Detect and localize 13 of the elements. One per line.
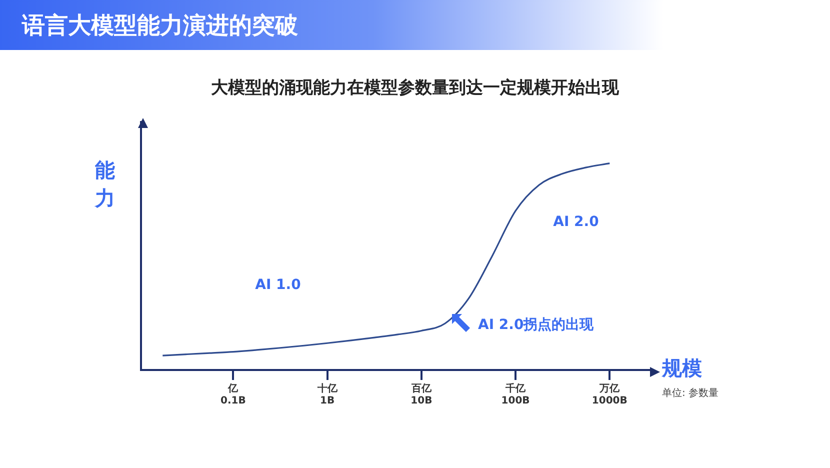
x-tick-label: 万亿 1000B — [592, 382, 628, 407]
x-tick-label: 亿 0.1B — [220, 382, 246, 407]
x-axis-title: 规模 — [662, 355, 702, 382]
chart-title: 语言大模型能力演进的突破 — [22, 12, 298, 41]
annotation: AI 2.0拐点的出现 — [478, 316, 594, 334]
text: 单位: 参数量 — [662, 386, 719, 400]
x-tick-label: 百亿 10B — [410, 382, 432, 407]
annotation: AI 1.0 — [255, 277, 301, 293]
x-tick-label: 千亿 100B — [501, 382, 530, 407]
annotation: AI 2.0 — [553, 214, 599, 230]
chart-subtitle: 大模型的涌现能力在模型参数量到达一定规模开始出现 — [210, 77, 620, 99]
y-axis-title: 能力 — [95, 157, 116, 212]
x-tick-label: 十亿 1B — [316, 382, 338, 407]
